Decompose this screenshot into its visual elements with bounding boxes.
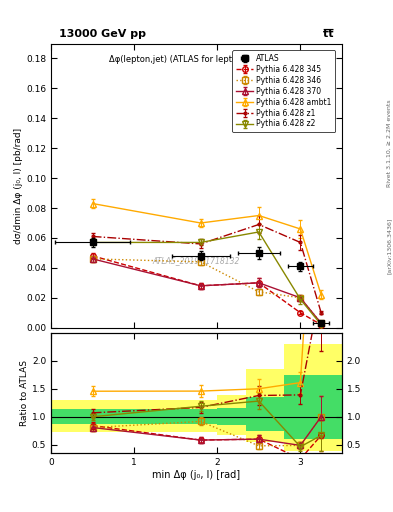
Text: Rivet 3.1.10, ≥ 2.2M events: Rivet 3.1.10, ≥ 2.2M events — [387, 99, 391, 187]
Text: ATLAS_2019_I1718132: ATLAS_2019_I1718132 — [153, 256, 240, 265]
Y-axis label: Ratio to ATLAS: Ratio to ATLAS — [20, 360, 29, 426]
Text: Δφ(lepton,jet) (ATLAS for leptoquark search): Δφ(lepton,jet) (ATLAS for leptoquark sea… — [109, 55, 296, 64]
Text: [arXiv:1306.3436]: [arXiv:1306.3436] — [387, 218, 391, 274]
Y-axis label: dσ/dmin Δφ (j₀, l) [pb/rad]: dσ/dmin Δφ (j₀, l) [pb/rad] — [14, 127, 23, 244]
X-axis label: min Δφ (j₀, l) [rad]: min Δφ (j₀, l) [rad] — [152, 470, 241, 480]
Text: t̅t̅: t̅t̅ — [323, 29, 334, 39]
Legend: ATLAS, Pythia 6.428 345, Pythia 6.428 346, Pythia 6.428 370, Pythia 6.428 ambt1,: ATLAS, Pythia 6.428 345, Pythia 6.428 34… — [232, 50, 335, 132]
Text: 13000 GeV pp: 13000 GeV pp — [59, 29, 146, 39]
